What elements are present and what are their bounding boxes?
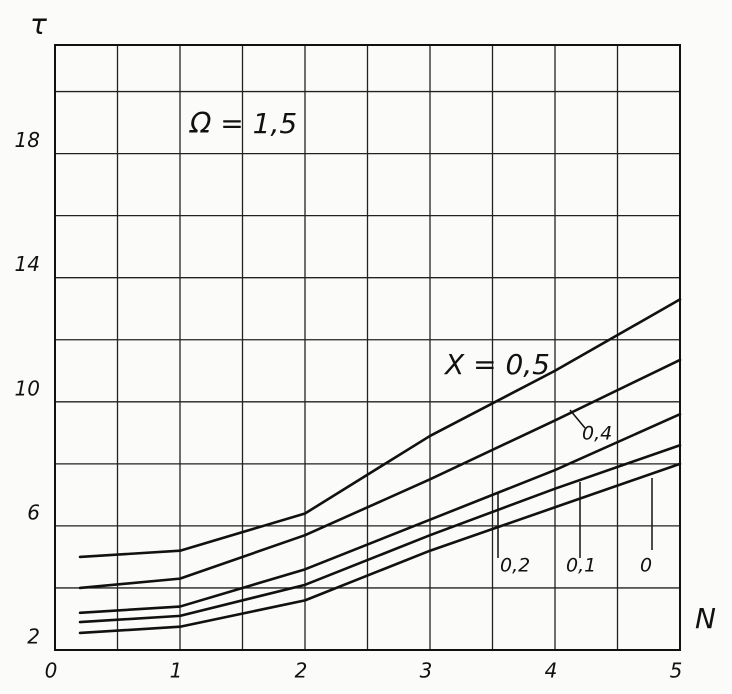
series-label: 0,1 — [566, 555, 596, 577]
x-tick-label: 0 — [45, 659, 58, 683]
y-tick-label: 14 — [15, 252, 40, 276]
series-label: 0,4 — [582, 423, 612, 445]
plot-frame — [54, 44, 681, 651]
curve — [78, 298, 682, 559]
curve — [78, 412, 682, 615]
y-axis-label: τ — [30, 8, 47, 41]
x-tick-label: 4 — [545, 659, 558, 683]
x-tick-label: 3 — [420, 659, 433, 683]
curve — [78, 443, 682, 624]
series-label: 0 — [640, 555, 652, 577]
y-tick-label: 6 — [27, 500, 40, 524]
curve — [78, 358, 682, 590]
y-tick-label: 2 — [27, 625, 40, 649]
y-tick-label: 10 — [15, 376, 40, 400]
series-label: 0,2 — [500, 555, 530, 577]
x-tick-label: 5 — [670, 659, 683, 683]
curve — [78, 462, 682, 635]
x-tick-label: 1 — [170, 659, 183, 683]
series-label: Х = 0,5 — [443, 348, 550, 381]
x-axis-label: N — [695, 602, 716, 635]
y-tick-label: 18 — [15, 128, 40, 152]
x-tick-label: 2 — [295, 659, 308, 683]
